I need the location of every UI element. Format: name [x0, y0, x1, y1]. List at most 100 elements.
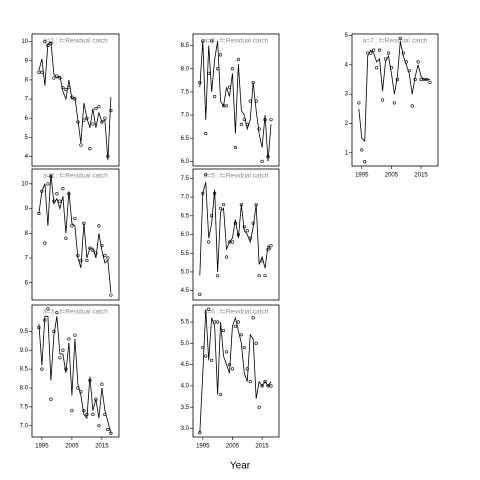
data-point — [428, 80, 432, 84]
data-point — [218, 206, 223, 210]
data-point — [363, 160, 367, 164]
x-tick-label: 2015 — [95, 444, 109, 450]
data-point — [236, 57, 240, 62]
data-point — [73, 216, 77, 221]
y-tick-label: 1 — [345, 150, 349, 156]
data-point — [43, 40, 47, 44]
fitted-line — [199, 309, 272, 433]
data-point — [221, 202, 226, 207]
y-tick-label: 8.0 — [181, 66, 190, 72]
data-point — [49, 397, 53, 401]
y-tick-label: 6 — [25, 280, 29, 286]
data-point — [61, 85, 65, 90]
y-tick-label: 8.5 — [181, 43, 190, 49]
data-point — [357, 101, 361, 105]
y-tick-label: 10 — [21, 181, 28, 187]
data-point — [61, 348, 65, 352]
y-tick-label: 7.0 — [181, 195, 190, 201]
fitted-line — [358, 41, 430, 142]
data-point — [227, 240, 232, 244]
panel-frame — [31, 33, 120, 167]
y-tick-label: 7 — [25, 256, 29, 262]
y-tick-label: 4 — [25, 154, 29, 160]
y-tick-label: 3 — [345, 92, 349, 98]
y-tick-label: 10 — [21, 39, 28, 45]
data-point — [269, 118, 273, 122]
y-tick-label: 5 — [345, 33, 349, 39]
data-point — [260, 384, 264, 388]
data-point — [97, 424, 101, 428]
y-tick-label: 4.0 — [181, 383, 190, 389]
data-point — [40, 70, 44, 74]
data-point — [40, 367, 44, 371]
data-point — [213, 94, 217, 99]
x-tick-label: 1995 — [196, 444, 210, 450]
panel-title: a=7 : f=Residual catch — [363, 38, 428, 45]
y-tick-label: 6.5 — [181, 213, 190, 219]
x-tick-label: 2005 — [226, 444, 240, 450]
y-tick-label: 8 — [25, 77, 29, 83]
data-point — [91, 412, 95, 416]
data-point — [207, 307, 211, 311]
data-point — [204, 131, 208, 136]
data-point — [100, 244, 104, 248]
fitted-line — [38, 173, 112, 293]
x-tick-label: 1995 — [355, 173, 369, 179]
data-point — [216, 274, 220, 278]
y-tick-label: 6.0 — [181, 232, 190, 238]
data-point — [218, 392, 223, 397]
data-point — [100, 382, 104, 386]
data-point — [230, 240, 235, 244]
data-point — [210, 358, 214, 362]
data-point — [106, 256, 110, 260]
panel-title: a=1 : f=Residual catch — [43, 38, 108, 45]
panel-frame — [192, 33, 280, 167]
data-point — [392, 101, 397, 105]
data-point — [204, 354, 208, 358]
data-point — [224, 104, 229, 108]
data-point — [73, 333, 77, 337]
data-point — [248, 99, 252, 103]
data-point — [230, 67, 235, 71]
panel-title: a=6 : f=Residual catch — [204, 309, 269, 316]
data-point — [52, 76, 56, 80]
data-point — [70, 409, 74, 413]
x-tick-label: 2005 — [65, 444, 79, 450]
data-point — [360, 148, 364, 152]
data-point — [260, 159, 264, 163]
fitted-line — [199, 181, 272, 276]
data-point — [386, 51, 391, 55]
data-point — [221, 328, 226, 333]
data-point — [58, 199, 62, 203]
y-tick-label: 8 — [25, 231, 29, 237]
x-tick-label: 2015 — [414, 173, 428, 179]
data-point — [55, 192, 59, 196]
panel-frame — [31, 168, 120, 301]
y-tick-label: 6.0 — [181, 159, 190, 165]
data-point — [257, 405, 261, 409]
data-point — [257, 274, 261, 278]
data-point — [419, 77, 423, 82]
data-point — [233, 145, 238, 150]
x-tick-label: 2015 — [255, 444, 269, 450]
data-point — [46, 182, 50, 186]
y-tick-label: 7 — [25, 97, 29, 103]
data-point — [224, 350, 229, 354]
data-point — [251, 316, 255, 320]
data-point — [106, 427, 110, 432]
y-tick-label: 4.5 — [181, 362, 190, 368]
fitted-line — [38, 315, 112, 434]
y-tick-label: 5.5 — [181, 251, 190, 257]
y-tick-label: 9.5 — [20, 329, 29, 335]
data-point — [377, 48, 382, 52]
y-tick-label: 9 — [25, 206, 29, 212]
data-point — [79, 258, 83, 263]
data-point — [410, 104, 414, 108]
x-tick-label: 2005 — [385, 173, 399, 179]
y-tick-label: 3.0 — [181, 426, 190, 432]
data-point — [79, 143, 83, 147]
fitted-line — [199, 40, 272, 162]
data-point — [91, 122, 95, 126]
data-point — [198, 292, 202, 296]
